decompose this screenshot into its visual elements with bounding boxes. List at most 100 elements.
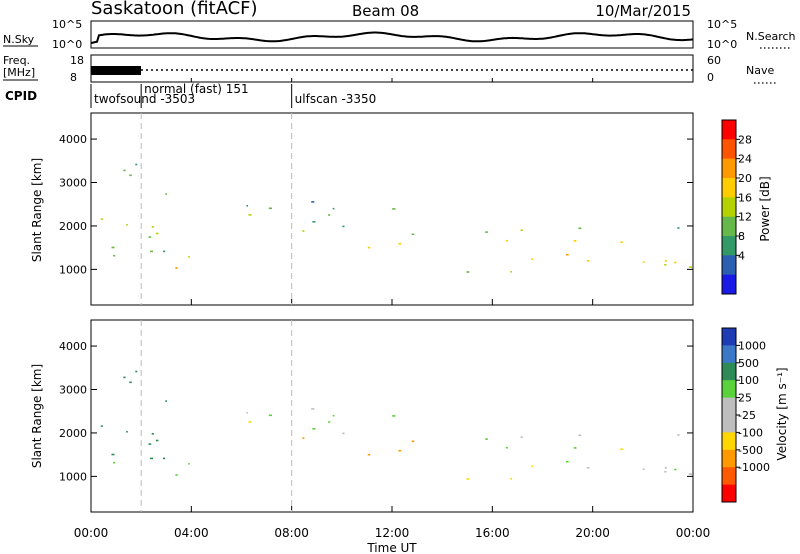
colorbar-segment bbox=[722, 120, 736, 140]
colorbar-segment bbox=[722, 449, 736, 468]
power-cell bbox=[398, 242, 402, 245]
power-cell bbox=[311, 201, 315, 203]
power-cell bbox=[188, 256, 190, 258]
colorbar-segment bbox=[722, 139, 736, 160]
station-title: Saskatoon (fitACF) bbox=[91, 0, 258, 19]
nsky-tick-high: 10^5 bbox=[52, 18, 82, 31]
colorbar-tick-label: 100 bbox=[738, 374, 759, 387]
velocity-cell bbox=[302, 437, 305, 439]
power-cell bbox=[248, 214, 252, 216]
power-panel-background bbox=[91, 113, 693, 305]
time-tick-label: 12:00 bbox=[375, 526, 410, 540]
velocity-cell bbox=[573, 447, 577, 449]
nsearch-tick-low: 10^0 bbox=[707, 38, 737, 51]
power-cell bbox=[302, 230, 305, 232]
nsearch-tick-high: 10^5 bbox=[707, 18, 737, 31]
colorbar-tick-label: 500 bbox=[738, 357, 759, 370]
time-tick-label: 16:00 bbox=[475, 526, 510, 540]
cpid-entry: normal (fast) 151 bbox=[144, 82, 248, 96]
colorbar-tick-label: 4 bbox=[738, 249, 745, 262]
power-cell bbox=[664, 260, 667, 262]
time-tick-label: 00:00 bbox=[74, 526, 109, 540]
nave-label: Nave bbox=[746, 64, 774, 77]
velocity-cell bbox=[188, 463, 190, 465]
velocity-ylabel: Slant Range [km] bbox=[30, 364, 44, 468]
power-cell bbox=[135, 163, 138, 166]
colorbar-segment bbox=[722, 397, 736, 416]
velocity-cell bbox=[411, 440, 415, 443]
velocity-cell bbox=[664, 467, 667, 469]
colorbar-segment bbox=[722, 255, 736, 276]
power-cell bbox=[148, 236, 152, 238]
power-cell bbox=[367, 246, 371, 249]
range-tick-label: 4000 bbox=[59, 340, 87, 353]
power-y-axis: 1000 2000 3000 4000 bbox=[59, 133, 693, 276]
range-tick-label: 1000 bbox=[59, 470, 87, 483]
nave-tick-low: 0 bbox=[707, 71, 714, 84]
colorbar-tick-label: -1000 bbox=[738, 461, 770, 474]
power-cell bbox=[151, 226, 154, 228]
power-cell bbox=[163, 250, 166, 253]
time-tick-label: 04:00 bbox=[174, 526, 209, 540]
velocity-cell bbox=[155, 439, 159, 442]
colorbar-tick-label: -500 bbox=[738, 444, 763, 457]
power-colorbar: 28 24 20 16 12 8 4 bbox=[721, 119, 752, 295]
power-cell bbox=[392, 208, 396, 210]
power-ylabel: Slant Range [km] bbox=[30, 158, 44, 262]
colorbar-segment bbox=[722, 345, 736, 364]
power-cell bbox=[312, 221, 316, 223]
velocity-cell bbox=[113, 461, 116, 464]
velocity-cell bbox=[688, 473, 692, 475]
velocity-cell bbox=[135, 370, 138, 373]
power-cell bbox=[268, 207, 272, 210]
velocity-cell bbox=[100, 425, 103, 427]
power-cell bbox=[332, 207, 335, 210]
velocity-cell bbox=[328, 421, 331, 423]
colorbar-tick-label: 25 bbox=[738, 392, 752, 405]
velocity-cell bbox=[126, 431, 128, 433]
colorbar-segment bbox=[722, 467, 736, 486]
velocity-cell bbox=[566, 460, 569, 463]
power-cell bbox=[126, 224, 128, 226]
velocity-cell bbox=[505, 446, 508, 449]
velocity-cell bbox=[531, 465, 534, 467]
power-cell bbox=[531, 258, 534, 260]
colorbar-segment bbox=[722, 216, 736, 237]
power-cell bbox=[113, 254, 116, 257]
freq-label-line2: [MHz] bbox=[3, 66, 35, 79]
power-cell bbox=[246, 205, 248, 207]
colorbar-tick-label: -100 bbox=[738, 426, 763, 439]
velocity-colorbar-label: Velocity [m s⁻¹] bbox=[775, 367, 789, 460]
velocity-cell bbox=[485, 438, 488, 440]
colorbar-segment bbox=[722, 432, 736, 451]
velocity-cell bbox=[248, 421, 252, 423]
colorbar-tick-label: 28 bbox=[738, 133, 752, 146]
cpid-entry: ulfscan -3350 bbox=[295, 92, 377, 106]
power-cell bbox=[620, 241, 623, 243]
freq-panel-frame bbox=[90, 54, 694, 83]
power-cell bbox=[175, 267, 178, 269]
velocity-cell bbox=[367, 453, 371, 456]
velocity-cell bbox=[111, 453, 115, 456]
velocity-cell bbox=[677, 434, 680, 436]
colorbar-segment bbox=[722, 328, 736, 346]
power-cell bbox=[328, 214, 331, 216]
velocity-cell bbox=[620, 448, 623, 450]
power-cell bbox=[485, 231, 488, 233]
velocity-cell bbox=[129, 381, 132, 384]
colorbar-tick-label: 8 bbox=[738, 230, 745, 243]
colorbar-segment bbox=[722, 415, 736, 433]
range-tick-label: 4000 bbox=[59, 133, 87, 146]
colorbar-segment bbox=[722, 274, 736, 295]
velocity-cell bbox=[510, 478, 513, 480]
power-cell bbox=[342, 225, 345, 228]
power-cell bbox=[155, 232, 159, 235]
power-cell bbox=[411, 233, 415, 236]
velocity-cell bbox=[312, 428, 316, 430]
nsky-label: N.Sky bbox=[3, 33, 35, 46]
power-cell bbox=[674, 261, 677, 264]
velocity-cell bbox=[392, 415, 396, 417]
colorbar-segment bbox=[722, 362, 736, 381]
